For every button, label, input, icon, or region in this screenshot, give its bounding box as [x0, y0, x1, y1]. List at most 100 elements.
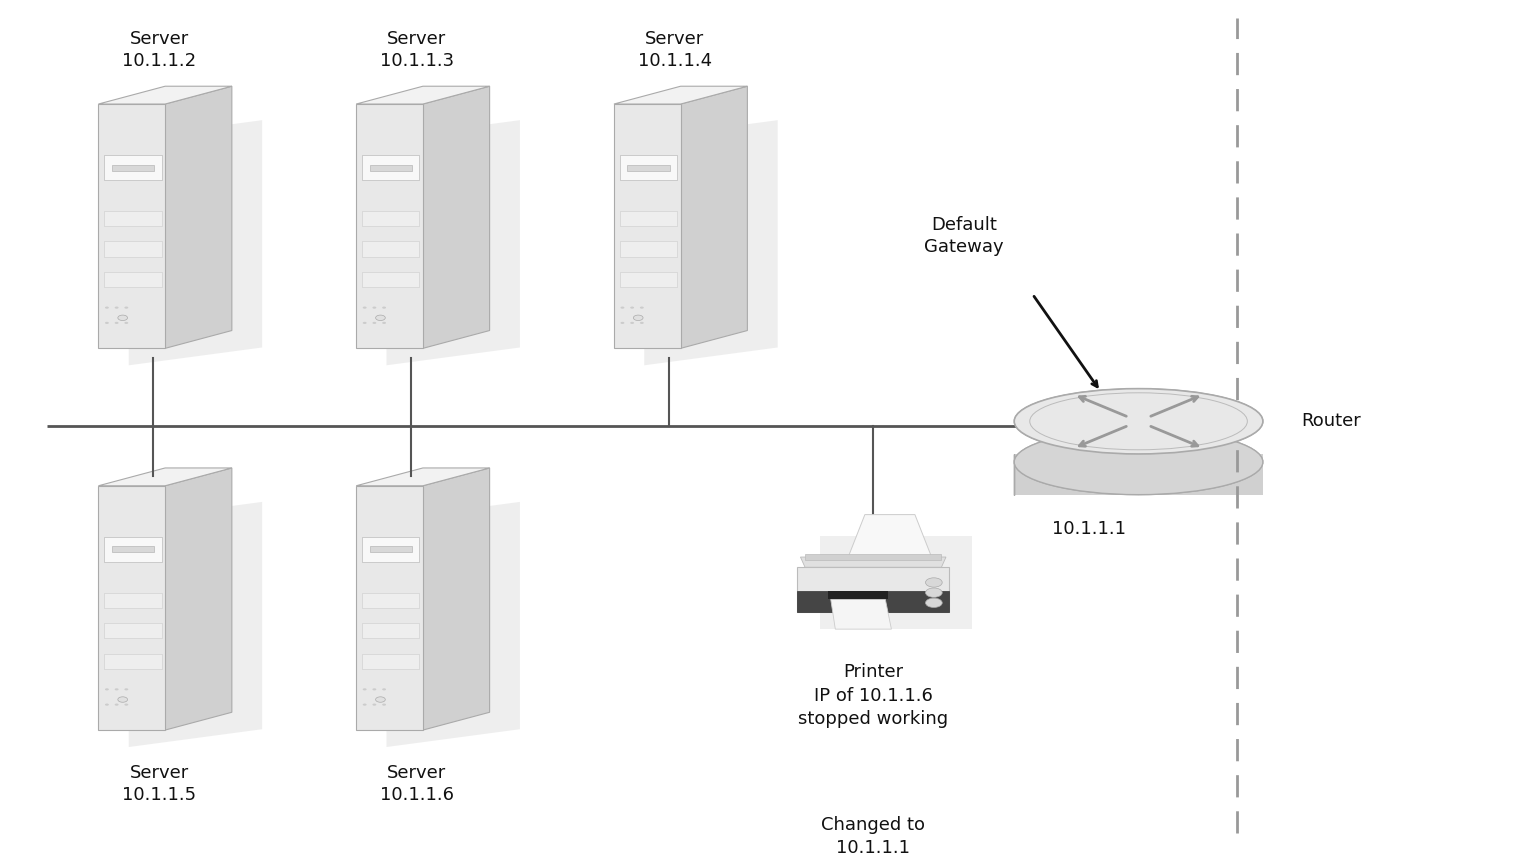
Polygon shape [112, 165, 155, 171]
Circle shape [114, 322, 118, 324]
Circle shape [372, 688, 377, 690]
Circle shape [630, 322, 633, 324]
Circle shape [105, 322, 109, 324]
Polygon shape [620, 272, 677, 288]
Polygon shape [105, 654, 161, 669]
Circle shape [925, 588, 942, 598]
Polygon shape [129, 120, 263, 365]
Polygon shape [820, 536, 972, 629]
Polygon shape [614, 87, 747, 104]
Text: Server
10.1.1.2: Server 10.1.1.2 [122, 30, 196, 70]
Polygon shape [620, 155, 677, 180]
Polygon shape [797, 591, 949, 612]
Text: 10.1.1.1: 10.1.1.1 [1051, 520, 1126, 538]
Polygon shape [105, 155, 161, 180]
Polygon shape [828, 591, 889, 599]
Text: Changed to
10.1.1.1: Changed to 10.1.1.1 [822, 816, 925, 857]
Circle shape [620, 322, 624, 324]
Polygon shape [1015, 389, 1139, 494]
Polygon shape [355, 486, 422, 730]
Polygon shape [805, 553, 942, 560]
Polygon shape [801, 557, 946, 567]
Circle shape [363, 688, 366, 690]
Circle shape [105, 703, 109, 706]
Polygon shape [422, 468, 489, 730]
Circle shape [372, 322, 377, 324]
Circle shape [125, 703, 128, 706]
Text: Default
Gateway: Default Gateway [925, 216, 1004, 255]
Circle shape [925, 578, 942, 587]
Polygon shape [362, 654, 419, 669]
Polygon shape [105, 242, 161, 256]
Polygon shape [166, 468, 232, 730]
Polygon shape [99, 104, 166, 348]
Circle shape [114, 688, 118, 690]
Circle shape [372, 307, 377, 308]
Polygon shape [681, 87, 747, 348]
Circle shape [114, 703, 118, 706]
Circle shape [363, 703, 366, 706]
Text: Server
10.1.1.3: Server 10.1.1.3 [380, 30, 454, 70]
Circle shape [383, 688, 386, 690]
Polygon shape [614, 104, 681, 348]
Circle shape [383, 322, 386, 324]
Circle shape [639, 307, 644, 308]
Polygon shape [362, 242, 419, 256]
Circle shape [925, 598, 942, 607]
Polygon shape [166, 87, 232, 348]
Polygon shape [362, 211, 419, 226]
Circle shape [633, 315, 643, 320]
Polygon shape [627, 165, 670, 171]
Circle shape [639, 322, 644, 324]
Polygon shape [386, 120, 519, 365]
Polygon shape [1015, 454, 1262, 494]
Circle shape [118, 697, 128, 702]
Circle shape [375, 315, 386, 320]
Polygon shape [355, 468, 489, 486]
Circle shape [620, 307, 624, 308]
Circle shape [105, 307, 109, 308]
Polygon shape [355, 87, 489, 104]
Circle shape [363, 307, 366, 308]
Polygon shape [369, 165, 412, 171]
Polygon shape [99, 468, 232, 486]
Polygon shape [355, 104, 422, 348]
Polygon shape [797, 567, 949, 612]
Circle shape [372, 703, 377, 706]
Circle shape [125, 322, 128, 324]
Circle shape [105, 688, 109, 690]
Polygon shape [105, 537, 161, 562]
Text: Server
10.1.1.6: Server 10.1.1.6 [380, 764, 454, 805]
Polygon shape [362, 592, 419, 608]
Polygon shape [848, 514, 931, 557]
Polygon shape [362, 272, 419, 288]
Polygon shape [99, 87, 232, 104]
Text: Server
10.1.1.5: Server 10.1.1.5 [122, 764, 196, 805]
Polygon shape [620, 242, 677, 256]
Circle shape [375, 697, 386, 702]
Polygon shape [386, 502, 519, 747]
Circle shape [125, 307, 128, 308]
Polygon shape [369, 546, 412, 553]
Polygon shape [422, 87, 489, 348]
Polygon shape [129, 502, 263, 747]
Polygon shape [831, 599, 892, 629]
Text: Router: Router [1300, 412, 1361, 430]
Polygon shape [105, 592, 161, 608]
Polygon shape [105, 211, 161, 226]
Polygon shape [362, 537, 419, 562]
Circle shape [118, 315, 128, 320]
Polygon shape [99, 486, 166, 730]
Text: Printer
IP of 10.1.1.6
stopped working: Printer IP of 10.1.1.6 stopped working [797, 663, 948, 728]
Circle shape [383, 703, 386, 706]
Polygon shape [105, 272, 161, 288]
Polygon shape [644, 120, 778, 365]
Text: Server
10.1.1.4: Server 10.1.1.4 [638, 30, 712, 70]
Ellipse shape [1015, 430, 1262, 494]
Polygon shape [112, 546, 155, 553]
Polygon shape [620, 211, 677, 226]
Polygon shape [362, 155, 419, 180]
Circle shape [363, 322, 366, 324]
Polygon shape [1139, 389, 1262, 494]
Circle shape [630, 307, 633, 308]
